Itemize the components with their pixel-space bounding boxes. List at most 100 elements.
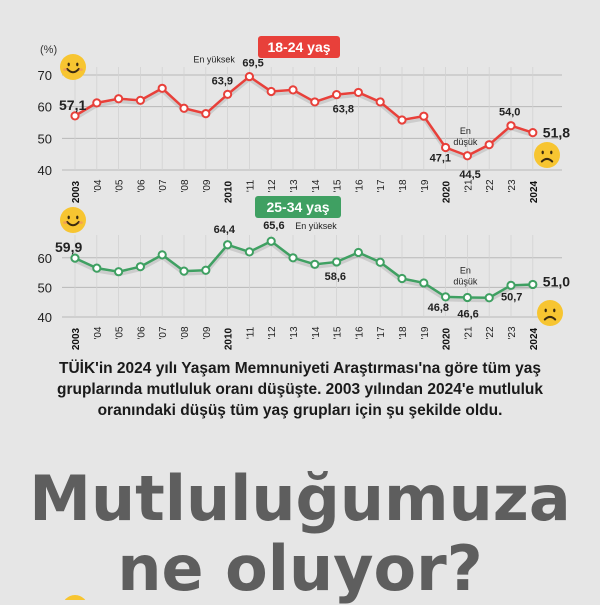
data-point [157, 83, 167, 93]
annotation-lowest-1: En [460, 126, 471, 136]
x-tick-label: '16 [354, 326, 365, 339]
y-tick-label: 50 [38, 131, 52, 146]
data-point [157, 250, 167, 260]
x-tick-label: '14 [311, 326, 322, 339]
data-point [201, 109, 211, 119]
x-tick-label: '13 [289, 179, 300, 192]
data-point [375, 97, 385, 107]
x-tick-label: '08 [180, 326, 191, 339]
data-label: 64,4 [214, 224, 236, 236]
data-point [135, 95, 145, 105]
x-tick-label: 2024 [529, 180, 540, 203]
x-tick-label: '18 [398, 179, 409, 192]
y-tick-label: 50 [38, 280, 52, 295]
x-tick-label: '06 [136, 326, 147, 339]
data-point [223, 89, 233, 99]
data-label: 58,6 [325, 271, 346, 283]
data-label: 63,8 [333, 104, 354, 116]
x-tick-label: '18 [398, 326, 409, 339]
headline-line-1: Mutluluğumuza [29, 462, 571, 535]
data-point [244, 71, 254, 82]
data-point [70, 111, 80, 121]
chart-title: 18-24 yaş [267, 39, 330, 55]
annotation-highest: En yüksek [295, 221, 337, 231]
x-tick-label: 2010 [224, 180, 235, 203]
x-tick-label: '19 [420, 326, 431, 339]
data-point [288, 85, 298, 95]
data-point [92, 263, 102, 273]
x-tick-label: '13 [289, 326, 300, 339]
data-point [397, 115, 407, 125]
series-line [74, 239, 533, 300]
headline-line-2: ne oluyor? [117, 532, 483, 605]
x-tick-label: '21 [463, 179, 474, 192]
x-tick-label: '19 [420, 179, 431, 192]
data-label: 46,6 [457, 308, 478, 320]
data-label: 47,1 [430, 153, 451, 165]
smiling-face-icon [64, 595, 86, 600]
data-point [353, 87, 363, 98]
data-point [528, 279, 538, 290]
y-tick-label: 70 [38, 68, 52, 83]
data-point [419, 111, 429, 121]
data-label: 65,6 [263, 220, 284, 232]
y-axis-label: (%) [40, 44, 57, 56]
data-point [310, 97, 320, 107]
x-tick-label: '05 [115, 179, 126, 192]
x-tick-label: '11 [245, 326, 256, 339]
series-line [74, 75, 534, 158]
data-label: 59,9 [55, 239, 82, 255]
data-point [70, 253, 80, 263]
data-point [310, 259, 320, 269]
x-tick-label: '05 [115, 326, 126, 339]
data-point [462, 151, 472, 161]
data-point [375, 257, 385, 267]
data-label: 50,7 [501, 291, 522, 303]
chart-title: 25-34 yaş [266, 199, 329, 215]
data-point [353, 247, 363, 258]
x-tick-label: '12 [267, 179, 278, 192]
data-point [484, 140, 494, 150]
x-tick-label: '06 [136, 179, 147, 192]
x-tick-label: '17 [376, 179, 387, 192]
data-point [266, 236, 276, 246]
data-point [266, 86, 276, 97]
data-label: 63,9 [212, 75, 233, 87]
data-point [484, 293, 494, 303]
data-point [462, 292, 472, 303]
frowning-face-icon [534, 142, 560, 168]
data-point [92, 98, 102, 108]
chart-1: 40 50 60 70 (%) 2003 '04 '05 '06 '07 '08 '09 2010 '11… [38, 36, 570, 203]
x-tick-label: '07 [158, 179, 169, 192]
data-label: 51,8 [543, 125, 570, 141]
y-tick-label: 60 [38, 251, 52, 266]
x-tick-label: '22 [485, 326, 496, 339]
data-label: 54,0 [499, 107, 520, 119]
x-tick-label: '12 [267, 326, 278, 339]
data-point [244, 247, 254, 257]
frowning-face-icon [537, 300, 563, 326]
data-point [332, 90, 342, 100]
data-point [397, 273, 407, 284]
data-point [114, 267, 124, 277]
x-tick-label: 2024 [529, 327, 540, 350]
description-text: TÜİK'in 2024 yılı Yaşam Memnuniyeti Araş… [56, 360, 544, 419]
x-tick-label: '04 [93, 179, 104, 192]
x-tick-label: '22 [485, 179, 496, 192]
annotation-highest: En yüksek [193, 55, 235, 65]
x-tick-label: '17 [376, 326, 387, 339]
x-tick-label: 2003 [71, 327, 82, 350]
data-point [528, 128, 538, 138]
x-tick-label: 2020 [442, 327, 453, 350]
y-tick-label: 40 [38, 310, 52, 325]
annotation-lowest-2: düşük [453, 137, 478, 147]
data-point [179, 266, 189, 276]
x-tick-label: 2010 [224, 327, 235, 350]
data-point [114, 94, 124, 104]
y-tick-label: 60 [38, 100, 52, 115]
x-tick-label: 2003 [71, 180, 82, 203]
data-point [506, 121, 516, 131]
data-label: 69,5 [242, 58, 263, 70]
x-tick-label: '11 [245, 179, 256, 192]
